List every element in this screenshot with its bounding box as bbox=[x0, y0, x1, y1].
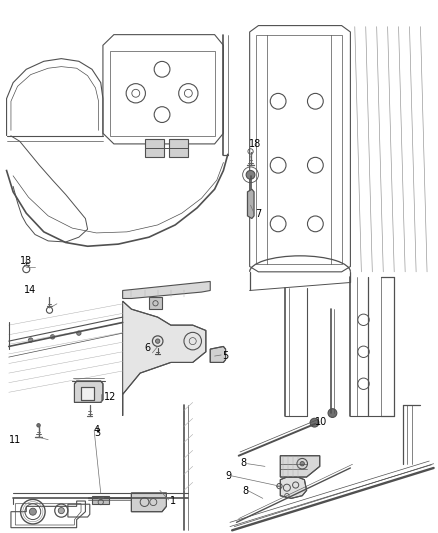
Polygon shape bbox=[123, 281, 210, 298]
Circle shape bbox=[246, 171, 255, 179]
Bar bbox=[149, 297, 162, 309]
Text: 5: 5 bbox=[223, 351, 229, 361]
Text: 14: 14 bbox=[24, 286, 36, 295]
Text: 1: 1 bbox=[170, 496, 176, 506]
Polygon shape bbox=[210, 346, 226, 362]
Text: 6: 6 bbox=[145, 343, 151, 353]
Text: 10: 10 bbox=[315, 417, 328, 427]
Bar bbox=[81, 387, 94, 400]
Text: 7: 7 bbox=[255, 209, 261, 219]
Bar bbox=[81, 387, 94, 400]
Circle shape bbox=[77, 331, 81, 335]
Circle shape bbox=[300, 462, 304, 466]
Polygon shape bbox=[247, 189, 254, 219]
Polygon shape bbox=[123, 301, 206, 416]
Text: 12: 12 bbox=[104, 392, 117, 402]
Text: 3: 3 bbox=[94, 429, 100, 438]
Circle shape bbox=[310, 418, 319, 427]
Polygon shape bbox=[131, 493, 166, 512]
Polygon shape bbox=[74, 381, 103, 402]
Text: 11: 11 bbox=[9, 435, 21, 445]
Text: 13: 13 bbox=[20, 256, 32, 266]
Bar bbox=[145, 139, 164, 157]
Text: 9: 9 bbox=[225, 471, 231, 481]
Circle shape bbox=[29, 508, 36, 515]
Circle shape bbox=[155, 339, 160, 343]
Text: 8: 8 bbox=[242, 487, 248, 496]
Circle shape bbox=[58, 507, 64, 514]
Bar bbox=[92, 496, 110, 504]
Bar bbox=[169, 139, 188, 157]
Circle shape bbox=[28, 338, 33, 342]
Polygon shape bbox=[280, 477, 307, 498]
Circle shape bbox=[50, 335, 55, 339]
Text: 4: 4 bbox=[93, 425, 99, 434]
Circle shape bbox=[328, 409, 337, 417]
Polygon shape bbox=[280, 456, 320, 477]
Text: 8: 8 bbox=[240, 458, 246, 467]
Text: 18: 18 bbox=[249, 139, 261, 149]
Circle shape bbox=[37, 424, 40, 427]
